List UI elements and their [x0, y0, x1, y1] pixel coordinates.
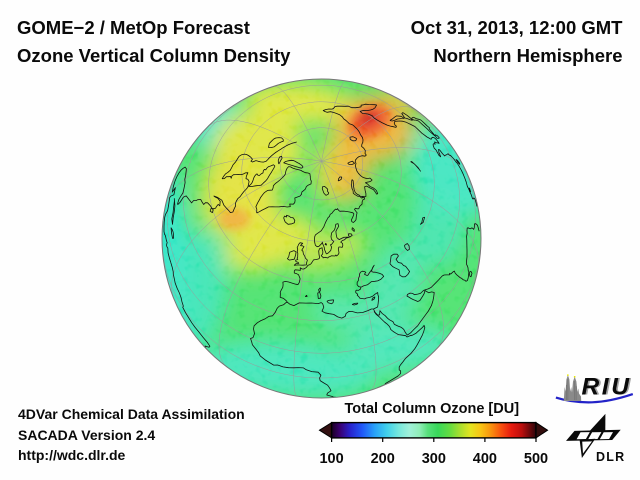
svg-text:DLR: DLR [596, 450, 625, 464]
svg-text:200: 200 [371, 451, 395, 467]
svg-text:RIU: RIU [583, 374, 633, 401]
svg-text:100: 100 [319, 451, 343, 467]
svg-text:400: 400 [473, 451, 497, 467]
svg-text:300: 300 [422, 451, 446, 467]
svg-text:500: 500 [524, 451, 548, 467]
svg-text:RIU: RIU [582, 374, 632, 401]
